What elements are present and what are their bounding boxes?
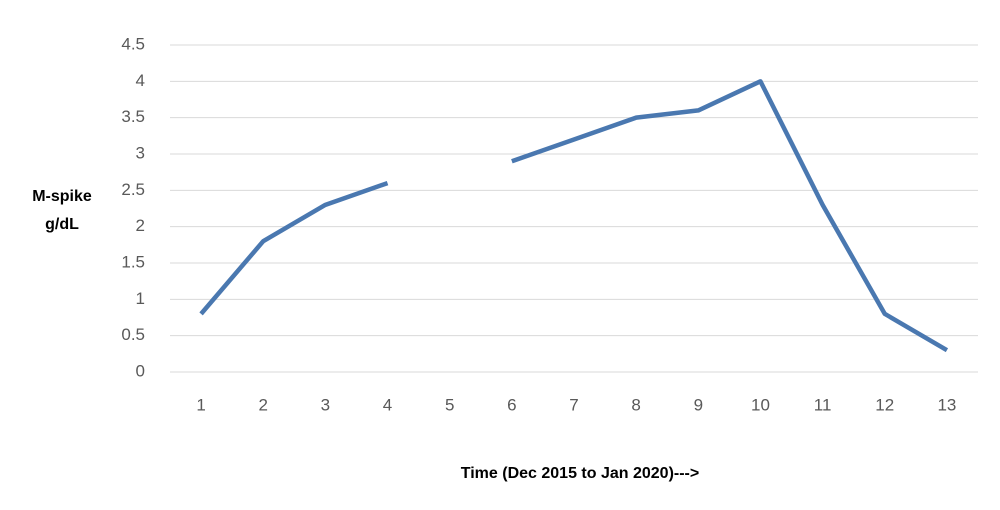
x-tick-label: 4: [383, 395, 392, 414]
x-tick-label: 5: [445, 395, 454, 414]
y-tick-label: 4: [136, 71, 145, 90]
x-axis-label: Time (Dec 2015 to Jan 2020)--->: [461, 465, 699, 482]
x-tick-label: 8: [631, 395, 640, 414]
y-tick-label: 0.5: [121, 325, 145, 344]
x-tick-label: 3: [321, 395, 330, 414]
y-tick-label: 1.5: [121, 252, 145, 271]
x-tick-label: 6: [507, 395, 516, 414]
y-tick-label: 4.5: [121, 34, 145, 53]
x-tick-label: 10: [751, 395, 770, 414]
x-tick-label: 11: [814, 395, 832, 414]
x-tick-label: 9: [694, 395, 703, 414]
y-axis-label: M-spike: [32, 188, 92, 205]
y-tick-label: 3.5: [121, 107, 145, 126]
x-tick-label: 13: [937, 395, 956, 414]
x-tick-label: 12: [875, 395, 894, 414]
x-tick-label: 1: [196, 395, 205, 414]
y-tick-label: 0: [136, 361, 145, 380]
y-tick-label: 2: [136, 216, 145, 235]
x-tick-label: 2: [258, 395, 267, 414]
data-line: [199, 79, 949, 353]
y-tick-label: 3: [136, 143, 145, 162]
y-tick-label: 1: [136, 289, 145, 308]
y-tick-label: 2.5: [121, 180, 145, 199]
y-axis-label: g/dL: [45, 216, 79, 233]
x-tick-label: 7: [569, 395, 578, 414]
